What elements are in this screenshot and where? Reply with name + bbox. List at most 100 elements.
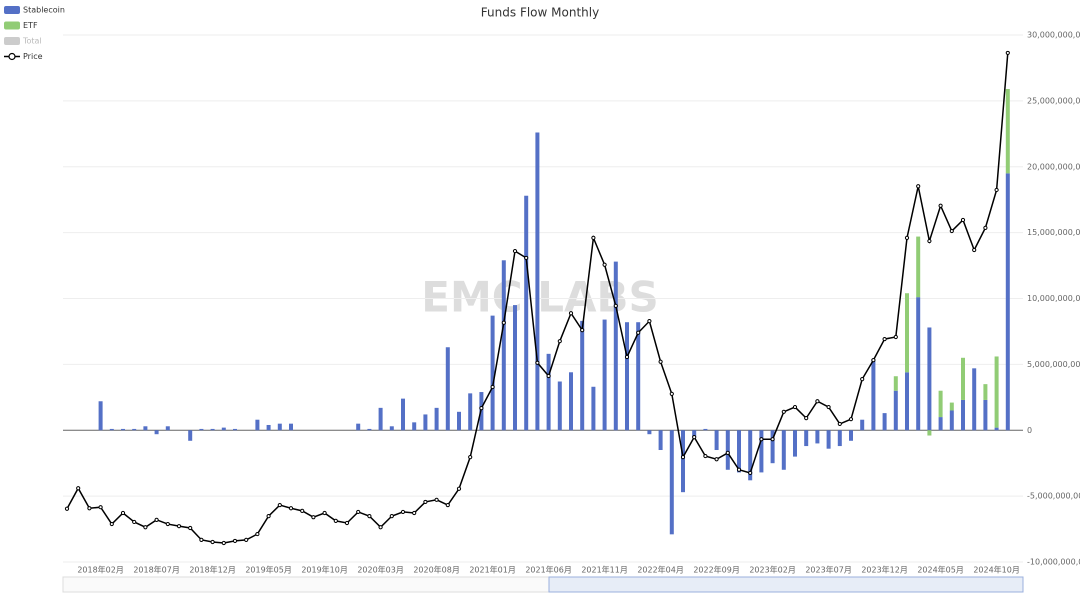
price-point bbox=[221, 540, 226, 546]
bar bbox=[423, 414, 428, 431]
legend-symbol bbox=[4, 37, 20, 45]
price-point bbox=[76, 486, 81, 491]
bar bbox=[613, 261, 618, 431]
bar bbox=[927, 327, 932, 431]
bar bbox=[367, 428, 372, 431]
bar bbox=[849, 430, 853, 441]
bar bbox=[815, 430, 820, 444]
legend-item[interactable]: Total bbox=[4, 37, 42, 46]
x-tick-label: 2022年09月 bbox=[693, 565, 740, 575]
x-tick-label: 2023年02月 bbox=[749, 565, 796, 575]
bar bbox=[725, 430, 730, 470]
bar bbox=[546, 353, 551, 431]
price-point bbox=[288, 506, 294, 511]
bar bbox=[994, 356, 999, 428]
bar bbox=[748, 430, 753, 481]
y-tick-label: 0 bbox=[1027, 426, 1032, 435]
bar bbox=[1005, 173, 1010, 431]
price-point bbox=[972, 247, 977, 253]
bar bbox=[1005, 89, 1010, 174]
x-tick-label: 2020年08月 bbox=[413, 565, 460, 575]
price-point bbox=[680, 455, 686, 460]
price-point bbox=[736, 467, 742, 472]
price-point bbox=[669, 391, 674, 396]
bar bbox=[714, 430, 719, 451]
price-point bbox=[748, 470, 753, 476]
plot: -10,000,000,000 -5,000,000,000 0 5,000,000,… bbox=[63, 31, 1080, 575]
price-point bbox=[423, 499, 428, 505]
x-tick-label: 2024年10月 bbox=[973, 565, 1020, 575]
price-point bbox=[188, 525, 193, 531]
bar bbox=[412, 422, 417, 431]
x-tick-label: 2018年07月 bbox=[133, 565, 180, 575]
bar bbox=[434, 407, 439, 431]
x-tick-label: 2023年07月 bbox=[805, 565, 852, 575]
bar bbox=[221, 427, 226, 431]
price-point bbox=[400, 509, 406, 515]
bar bbox=[468, 393, 473, 431]
bar bbox=[602, 319, 607, 431]
bar bbox=[389, 426, 394, 431]
bar bbox=[961, 357, 965, 400]
price-point bbox=[412, 510, 417, 516]
bar bbox=[401, 398, 405, 431]
bar bbox=[938, 417, 943, 431]
x-tick-label: 2019年05月 bbox=[245, 565, 292, 575]
legend: Stablecoin ETF Total Price bbox=[4, 6, 65, 61]
legend-label: Total bbox=[22, 37, 42, 46]
legend-item[interactable]: ETF bbox=[4, 21, 38, 30]
bar bbox=[826, 430, 831, 449]
bar bbox=[378, 407, 383, 431]
price-point bbox=[479, 406, 484, 411]
x-tick-label: 2021年06月 bbox=[525, 565, 572, 575]
legend-item[interactable]: Price bbox=[4, 52, 43, 61]
price-point bbox=[333, 518, 338, 523]
bar bbox=[983, 384, 988, 400]
bar bbox=[893, 390, 898, 431]
bar bbox=[893, 376, 898, 391]
bar bbox=[927, 430, 932, 436]
data-zoom[interactable] bbox=[62, 576, 1024, 593]
price-point bbox=[154, 517, 159, 522]
bar bbox=[781, 430, 786, 470]
price-point bbox=[725, 450, 730, 456]
bar bbox=[669, 430, 674, 535]
price-point bbox=[490, 384, 495, 390]
bar bbox=[210, 428, 215, 431]
price-point bbox=[132, 519, 137, 525]
price-point bbox=[591, 235, 596, 240]
bar bbox=[759, 430, 764, 473]
y-tick-label: -10,000,000,000 bbox=[1027, 558, 1080, 567]
y-tick-label: 30,000,000,000 bbox=[1027, 31, 1080, 40]
bar bbox=[188, 430, 193, 441]
bar bbox=[961, 399, 965, 431]
price-point bbox=[322, 510, 327, 516]
bar bbox=[871, 359, 876, 431]
x-tick-label: 2018年02月 bbox=[77, 565, 124, 575]
x-tick-label: 2021年11月 bbox=[581, 565, 628, 575]
bar bbox=[703, 428, 708, 431]
bar bbox=[109, 428, 114, 431]
bar bbox=[647, 430, 652, 435]
price-point bbox=[983, 225, 988, 230]
bar bbox=[692, 430, 697, 437]
watermark: EMC LABS bbox=[421, 273, 658, 322]
bar bbox=[860, 419, 865, 431]
bar bbox=[501, 260, 506, 431]
price-point bbox=[647, 319, 652, 324]
legend-symbol bbox=[8, 52, 16, 61]
zoom-window[interactable] bbox=[548, 576, 1024, 593]
y-tick-label: -5,000,000,000 bbox=[1027, 492, 1080, 501]
price-point bbox=[848, 417, 854, 422]
legend-item[interactable]: Stablecoin bbox=[4, 6, 65, 15]
bar bbox=[356, 423, 361, 431]
bar bbox=[916, 236, 921, 298]
price-point bbox=[568, 311, 574, 316]
bar bbox=[557, 381, 562, 431]
price-point bbox=[860, 377, 865, 382]
price-point bbox=[266, 514, 271, 519]
x-tick-label: 2022年04月 bbox=[637, 565, 684, 575]
bar bbox=[882, 413, 887, 431]
price-point bbox=[714, 457, 719, 462]
price-point bbox=[770, 437, 775, 442]
